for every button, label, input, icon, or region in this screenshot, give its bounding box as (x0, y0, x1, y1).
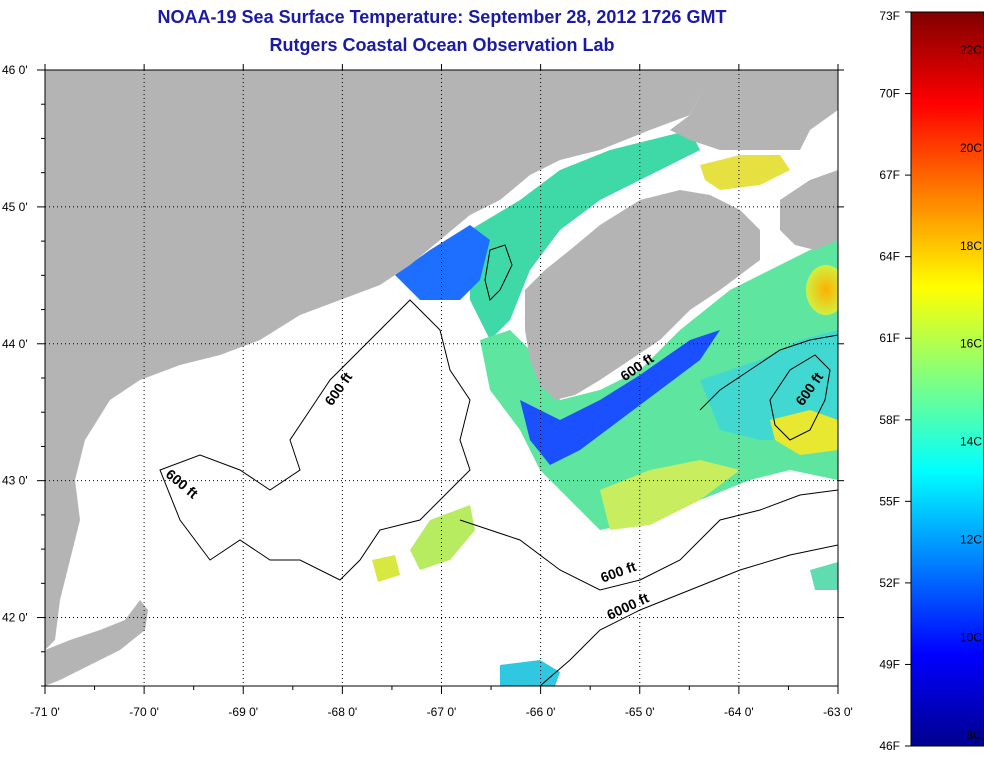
sst-region-georges-patch (410, 505, 475, 570)
sst-region-fundy (470, 130, 700, 340)
cb-f-label-8: 49F (879, 657, 900, 671)
lat-label-4: 42 0' (2, 611, 28, 625)
colorbar (910, 11, 984, 747)
sst-region-northumberland (700, 155, 790, 190)
cb-f-label-4: 61F (879, 331, 900, 345)
land-cape-cod (45, 600, 148, 686)
cb-c-label-3: 16C (960, 337, 982, 351)
sst-region-warm-offshore (600, 460, 740, 530)
lon-label-7: -64 0' (724, 705, 754, 719)
contour-600-shelf-edge (459, 489, 838, 591)
contour-6000 (539, 544, 838, 686)
cb-c-label-7: 8C (967, 728, 983, 742)
cb-f-label-6: 55F (879, 494, 900, 508)
lon-label-3: -68 0' (328, 705, 358, 719)
lon-label-5: -66 0' (526, 705, 556, 719)
sst-region-hotspot-east (806, 265, 838, 315)
cb-c-label-6: 10C (960, 630, 982, 644)
cb-c-label-5: 12C (960, 532, 982, 546)
cb-f-label-9: 46F (879, 739, 900, 753)
land-new-brunswick (670, 70, 838, 150)
land-layer (45, 70, 838, 686)
lat-label-1: 45 0' (2, 200, 28, 214)
cb-f-label-5: 58F (879, 413, 900, 427)
sst-region-small-patch (372, 555, 400, 582)
contour-600-scotian-inner (699, 334, 838, 411)
lat-label-3: 43 0' (2, 474, 28, 488)
lon-label-2: -69 0' (228, 705, 258, 719)
lon-label-1: -70 0' (129, 705, 159, 719)
longitude-axis: -71 0' -70 0' -69 0' -68 0' -67 0' -66 0' -65 … (30, 64, 853, 719)
lat-label-2: 44 0' (2, 337, 28, 351)
sst-data-layer (372, 72, 838, 686)
cb-c-label-2: 18C (960, 239, 982, 253)
cb-f-label-0: 73F (879, 9, 900, 23)
latitude-axis: 46 0' 45 0' 44 0' 43 0' 42 0' (2, 63, 844, 687)
sst-region-south-patch (500, 660, 560, 686)
contour-600-gulf-of-maine (159, 299, 471, 581)
cb-c-label-0: 22C (960, 43, 982, 57)
lat-label-0: 46 0' (2, 63, 28, 77)
lon-label-0: -71 0' (30, 705, 60, 719)
map-subtitle: Rutgers Coastal Ocean Observation Lab (269, 35, 615, 55)
cb-f-label-2: 67F (879, 168, 900, 182)
graticule (45, 70, 838, 686)
sst-region-east-patch (810, 562, 838, 590)
bathymetry-contours (159, 244, 838, 686)
sst-region-cold-band (520, 330, 720, 465)
colorbar-celsius-scale: 22C 20C 18C 16C 14C 12C 10C 8C (960, 43, 982, 742)
map-title: NOAA-19 Sea Surface Temperature: Septemb… (157, 7, 727, 27)
land-new-england-maine (45, 70, 760, 650)
cb-c-label-4: 14C (960, 435, 982, 449)
cb-f-label-7: 52F (879, 576, 900, 590)
cb-c-label-1: 20C (960, 141, 982, 155)
cb-f-label-1: 70F (879, 87, 900, 101)
contour-600-emerald (769, 354, 831, 441)
contour-600-fundy (484, 244, 513, 301)
lon-label-8: -63 0' (823, 705, 853, 719)
lon-label-4: -67 0' (427, 705, 457, 719)
land-cape-breton (780, 170, 838, 250)
colorbar-fahrenheit-scale: 73F 70F 67F 64F 61F 58F 55F 52F 49F 46F (879, 9, 911, 753)
sst-region-maine-coast (395, 225, 490, 300)
cb-f-label-3: 64F (879, 250, 900, 264)
land-nova-scotia (525, 190, 760, 400)
lon-label-6: -65 0' (625, 705, 655, 719)
